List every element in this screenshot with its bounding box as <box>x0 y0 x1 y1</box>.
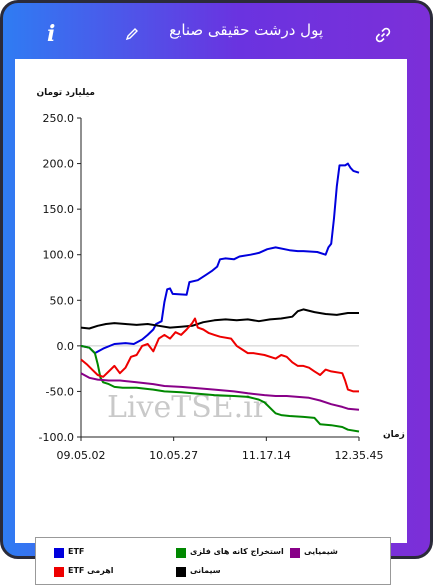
legend-swatch <box>176 567 186 577</box>
legend-label: سیمانی <box>190 566 221 575</box>
chart: میلیارد تومان زمان LiveTSE.ir 250.0 200.0… <box>36 88 405 462</box>
x-tick-label: 12.35.45 <box>335 449 384 462</box>
page-title: پول درشت حقیقی صنایع <box>169 21 323 39</box>
axes: 250.0 200.0 150.0 100.0 50.0 0.0 -50.0 -100.0 09… <box>39 112 384 462</box>
y-tick-label: 250.0 <box>43 112 75 125</box>
legend-swatch <box>54 567 64 577</box>
legend-swatch <box>54 548 64 558</box>
y-tick-label: 100.0 <box>43 249 75 262</box>
x-tick-label: 10.05.27 <box>149 449 198 462</box>
legend-label: ETF <box>68 547 85 556</box>
y-tick-label: 0.0 <box>57 340 75 353</box>
series-line <box>80 317 359 393</box>
y-tick-label: -50.0 <box>46 385 74 398</box>
chart-card: میلیارد تومان زمان LiveTSE.ir 250.0 200.0… <box>15 59 407 585</box>
pencil-icon[interactable] <box>125 27 139 41</box>
legend-label: شیمیایی <box>304 547 338 556</box>
series-line <box>80 308 359 330</box>
series-line <box>80 372 360 411</box>
info-icon[interactable]: i <box>47 21 56 47</box>
legend-label: استخراج کانه های فلزی <box>190 547 284 556</box>
series-line <box>80 162 360 355</box>
y-tick-label: 150.0 <box>43 203 75 216</box>
x-axis-title: زمان <box>383 430 405 440</box>
link-icon[interactable] <box>375 27 391 43</box>
legend: ETF استخراج کانه های فلزی شیمیایی اهرمی ETF… <box>35 537 391 585</box>
y-tick-label: 200.0 <box>43 158 75 171</box>
x-tick-label: 11.17.14 <box>242 449 291 462</box>
legend-label: اهرمی ETF <box>68 566 114 575</box>
watermark: LiveTSE.ir <box>107 390 268 425</box>
legend-swatch <box>176 548 186 558</box>
x-tick-label: 09.05.02 <box>57 449 106 462</box>
y-tick-label: -100.0 <box>39 431 74 444</box>
y-axis-title: میلیارد تومان <box>36 88 95 98</box>
series-group <box>80 162 360 433</box>
y-tick-label: 50.0 <box>50 294 75 307</box>
legend-swatch <box>290 548 300 558</box>
title-bar: i پول درشت حقیقی صنایع <box>3 3 430 59</box>
